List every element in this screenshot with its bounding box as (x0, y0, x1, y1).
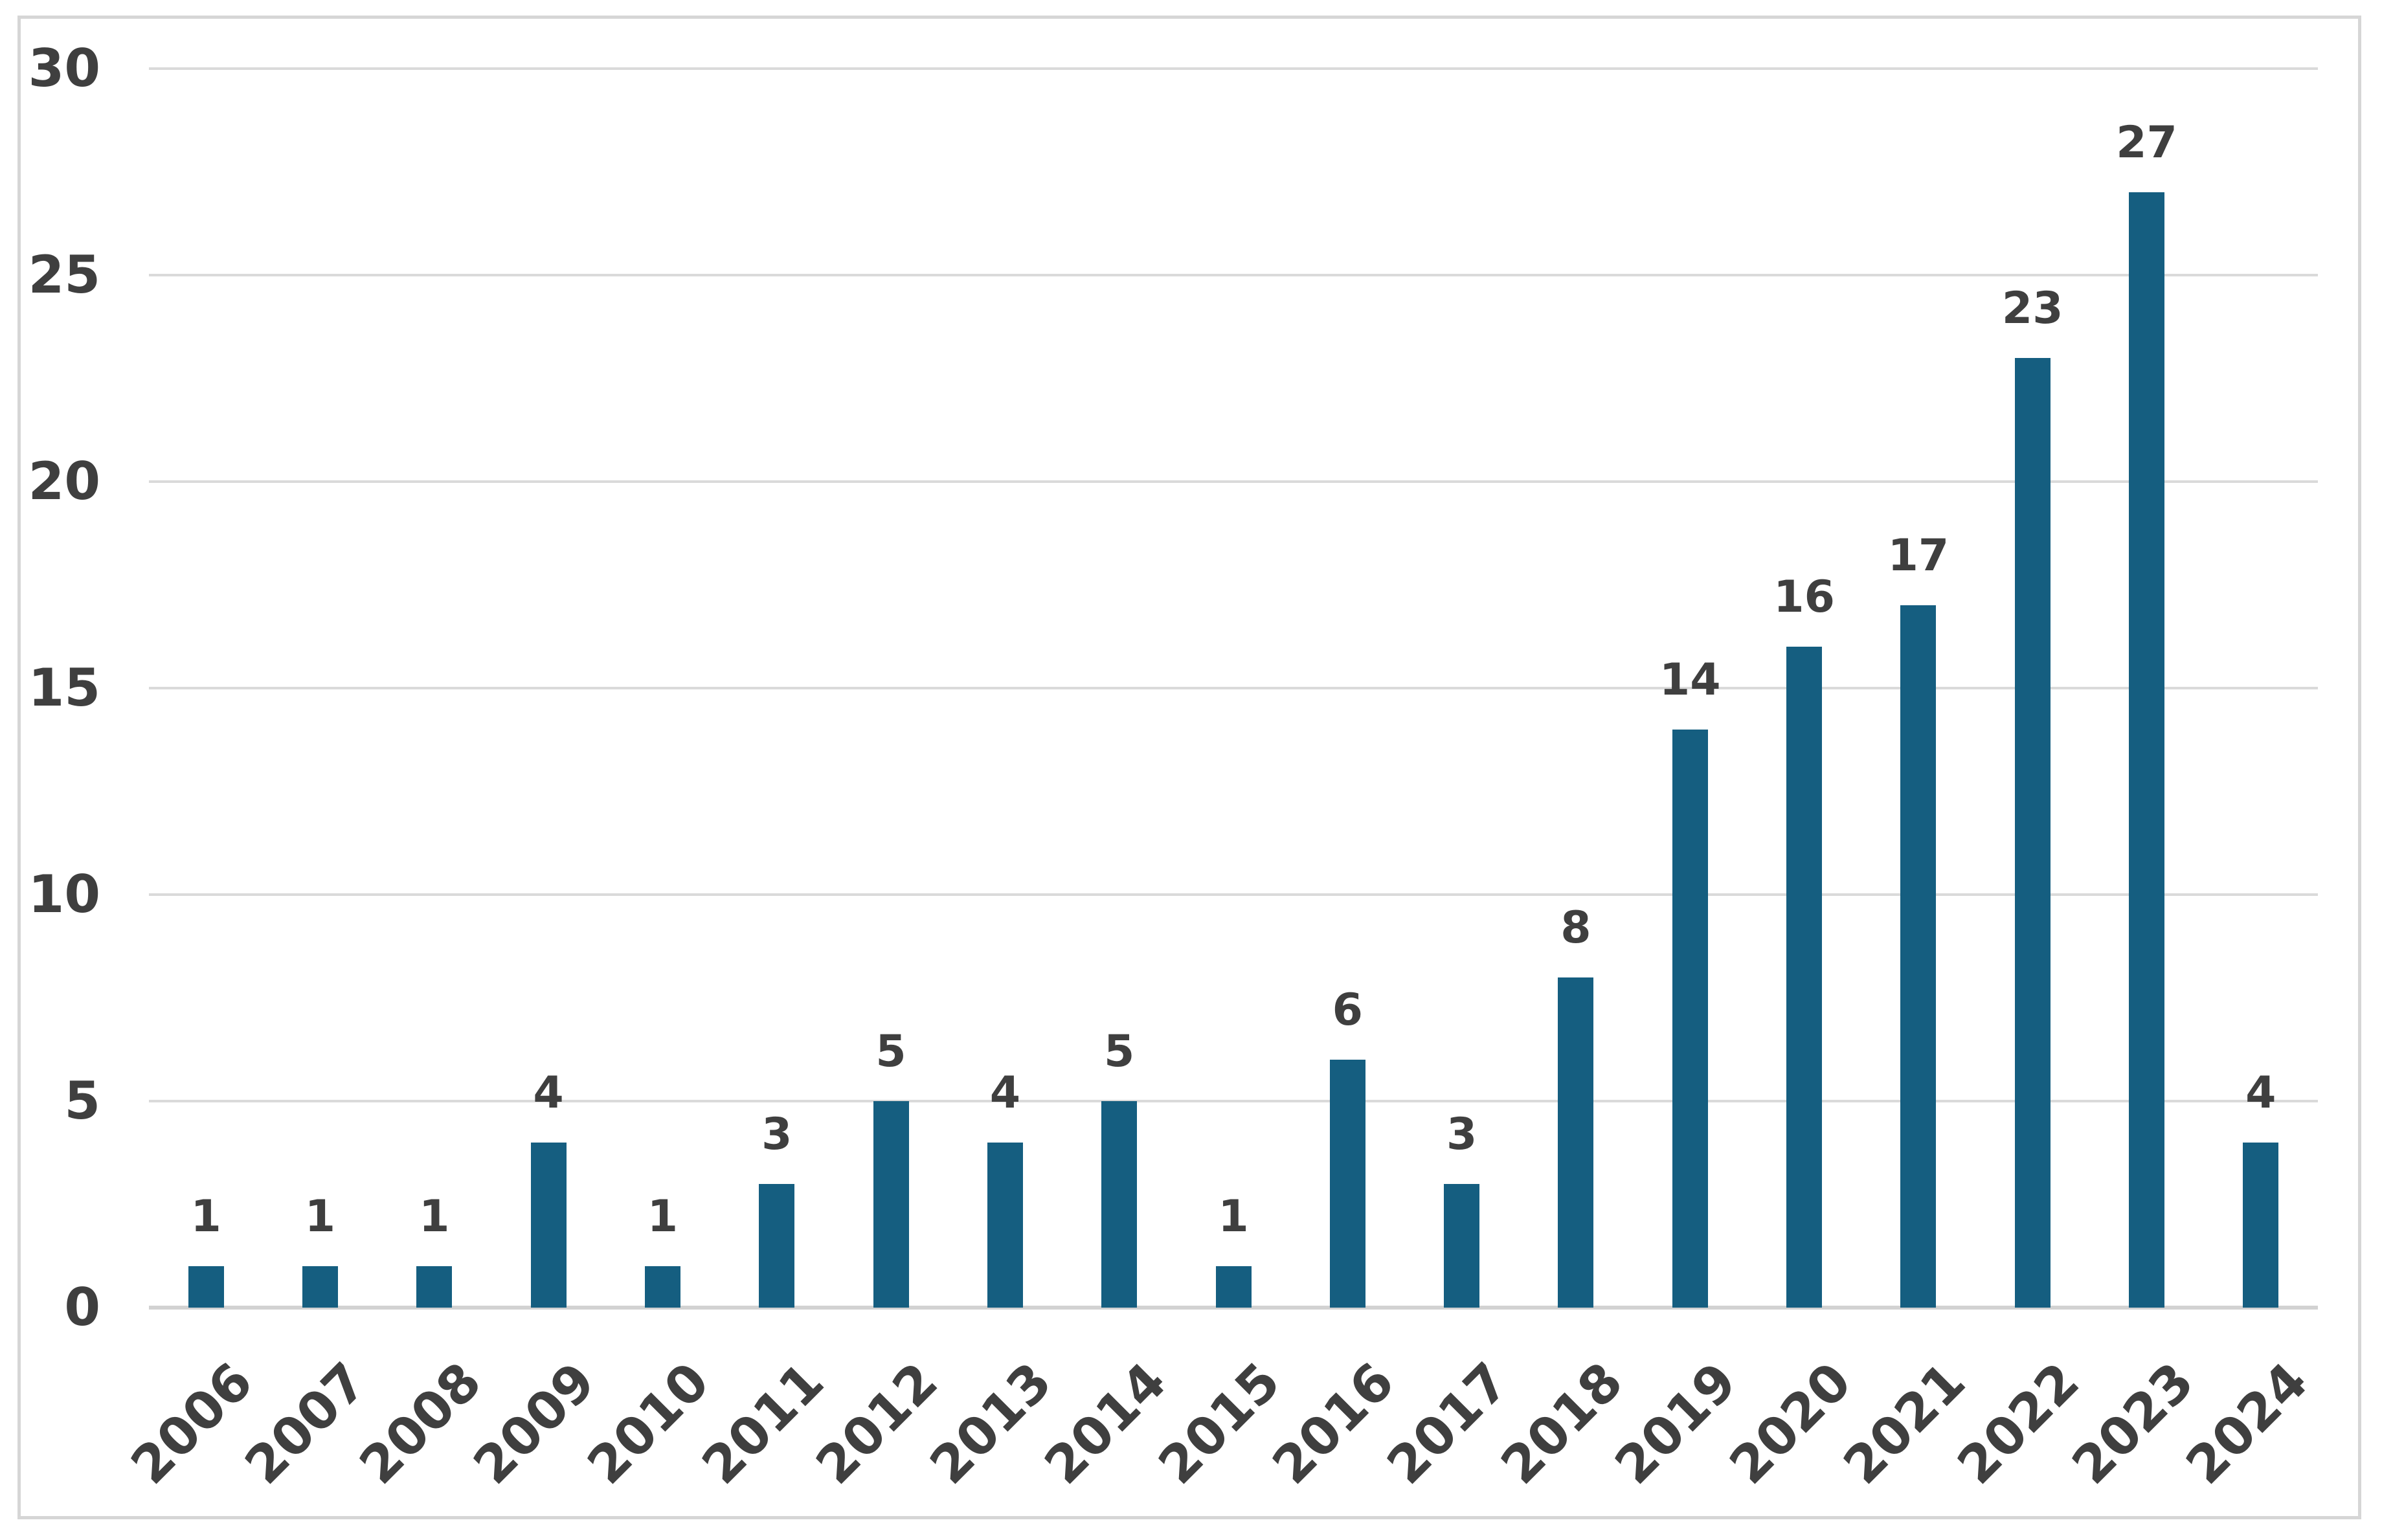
bar-value-label: 8 (1560, 902, 1591, 954)
bar-2019 (1672, 729, 1708, 1308)
bar-2010 (644, 1266, 680, 1308)
y-axis-tick-label: 20 (28, 451, 100, 511)
y-gridline (149, 480, 2318, 483)
bar-value-label: 1 (304, 1191, 336, 1243)
bar-2015 (1215, 1266, 1252, 1308)
bar-value-label: 1 (190, 1191, 221, 1243)
bar-2021 (1900, 605, 1937, 1308)
bar-value-label: 4 (533, 1067, 564, 1119)
bar-value-label: 4 (2245, 1067, 2276, 1119)
y-gridline (149, 274, 2318, 276)
bar-value-label: 1 (419, 1191, 450, 1243)
y-axis-tick-label: 0 (64, 1277, 100, 1337)
bar-2014 (1101, 1101, 1138, 1308)
bar-value-label: 6 (1332, 985, 1363, 1036)
chart-frame (17, 16, 2361, 1519)
bar-value-label: 23 (2001, 282, 2063, 334)
bar-2024 (2243, 1142, 2279, 1308)
y-axis-tick-label: 25 (28, 245, 100, 305)
bar-2013 (987, 1142, 1023, 1308)
bar-value-label: 3 (761, 1108, 792, 1160)
bar-2016 (1329, 1060, 1365, 1308)
bar-value-label: 4 (989, 1067, 1021, 1119)
y-axis-tick-label: 10 (28, 864, 100, 924)
bar-2011 (759, 1183, 795, 1308)
bar-value-label: 27 (2116, 117, 2177, 169)
bar-2008 (416, 1266, 453, 1308)
bar-2006 (188, 1266, 224, 1308)
y-gridline (149, 1100, 2318, 1102)
bar-2018 (1558, 977, 1594, 1308)
y-axis-tick-label: 30 (28, 38, 100, 98)
x-axis-line (149, 1306, 2318, 1310)
bar-2020 (1786, 647, 1823, 1308)
bar-value-label: 1 (1218, 1191, 1249, 1243)
bar-value-label: 14 (1659, 654, 1721, 706)
bar-value-label: 16 (1773, 572, 1835, 623)
y-axis-tick-label: 5 (64, 1071, 100, 1131)
bar-2022 (2014, 357, 2051, 1308)
bar-value-label: 5 (875, 1026, 906, 1077)
bar-value-label: 17 (1887, 530, 1949, 582)
bar-2023 (2129, 192, 2165, 1308)
bar-value-label: 1 (647, 1191, 679, 1243)
bar-2007 (302, 1266, 338, 1308)
y-gridline (149, 67, 2318, 70)
bar-2017 (1444, 1183, 1480, 1308)
y-axis-tick-label: 15 (28, 658, 100, 718)
bar-2009 (530, 1142, 567, 1308)
bar-value-label: 5 (1104, 1026, 1135, 1077)
y-gridline (149, 893, 2318, 896)
y-gridline (149, 687, 2318, 689)
bar-2012 (873, 1101, 909, 1308)
bar-value-label: 3 (1446, 1108, 1478, 1160)
